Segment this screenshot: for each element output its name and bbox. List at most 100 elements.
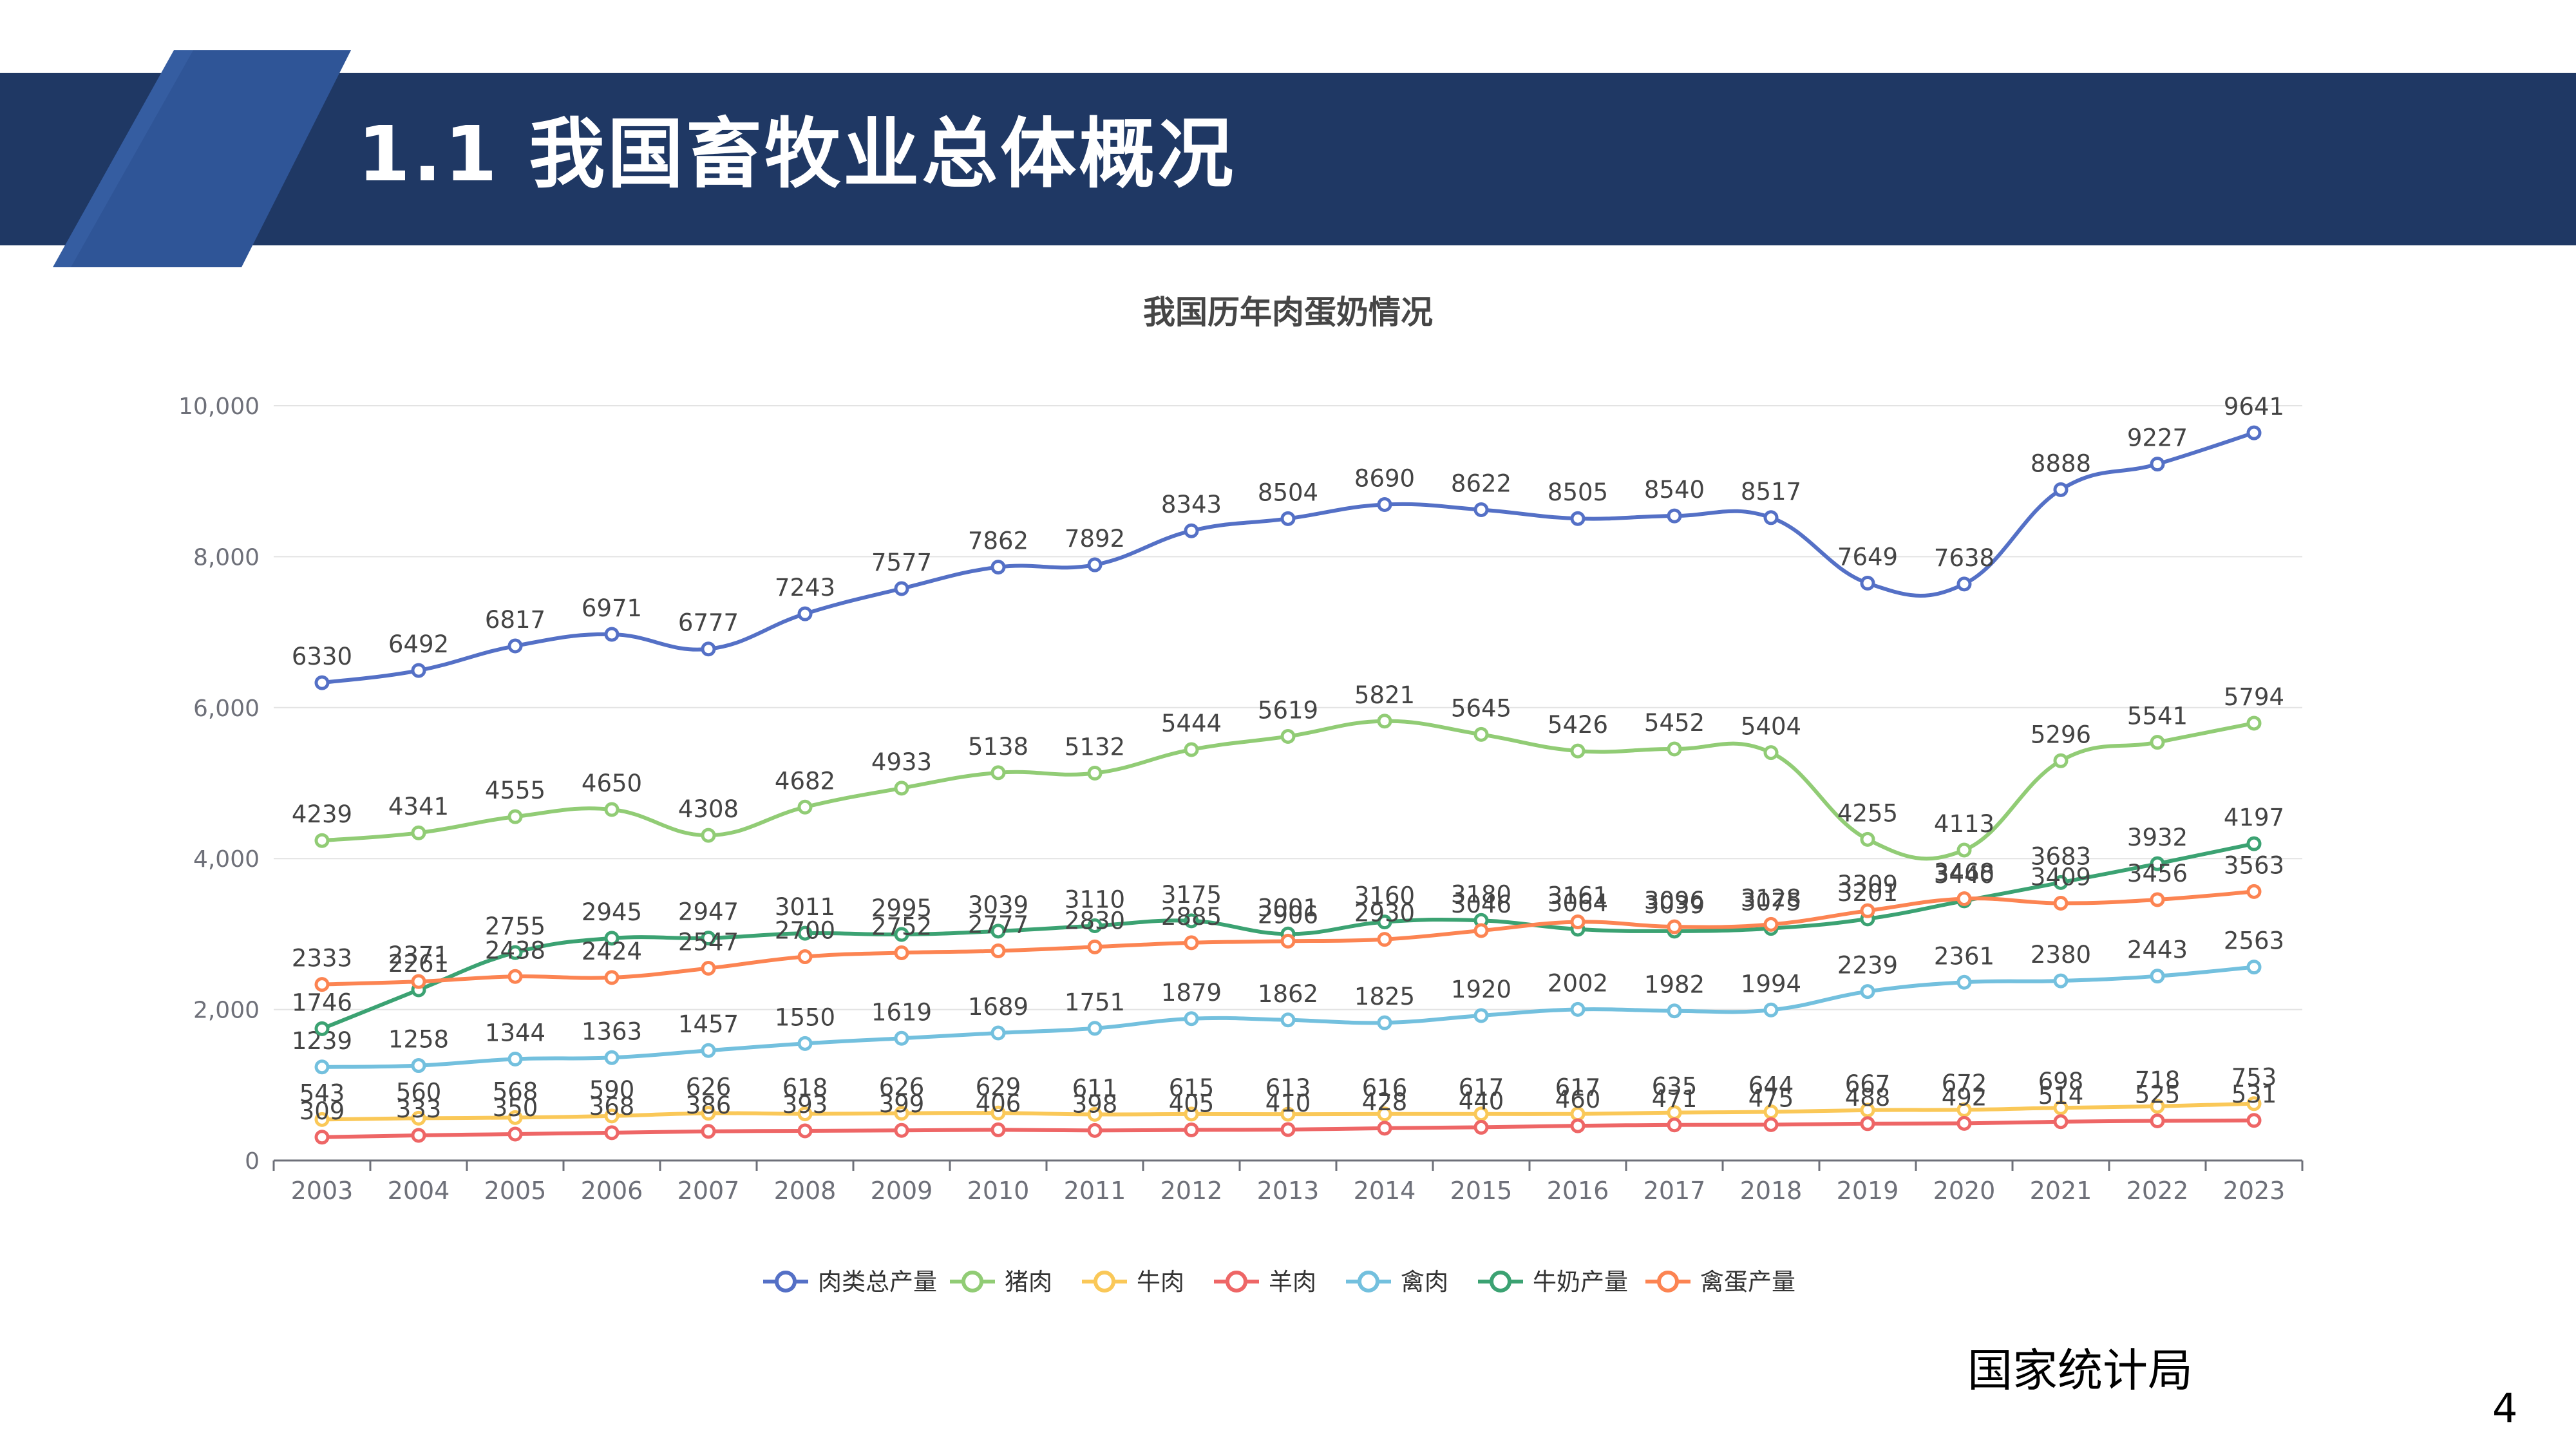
- data-label: 333: [396, 1095, 442, 1123]
- data-label: 4933: [871, 748, 932, 776]
- page-title: 1.1 我国畜牧业总体概况: [357, 109, 1236, 198]
- data-label: 2755: [485, 913, 545, 940]
- data-point: [894, 927, 909, 942]
- data-point: [1473, 726, 1489, 742]
- data-point: [2150, 969, 2165, 984]
- data-label: 4255: [1837, 799, 1898, 827]
- data-label: 3128: [1741, 884, 1801, 912]
- x-tick-label: 2017: [1643, 1177, 1706, 1205]
- data-point: [604, 1125, 620, 1141]
- data-label: 471: [1652, 1085, 1698, 1113]
- data-point: [797, 1106, 813, 1122]
- data-label: 3039: [968, 891, 1028, 919]
- data-point: [2150, 856, 2165, 871]
- data-point: [1087, 1021, 1103, 1036]
- legend-marker: [961, 1271, 983, 1293]
- data-point: [1570, 1001, 1586, 1017]
- data-point: [1087, 766, 1103, 781]
- x-tick-label: 2009: [871, 1177, 933, 1205]
- data-label: 3440: [1934, 861, 1994, 889]
- data-label: 2371: [388, 942, 449, 969]
- data-label: 1751: [1065, 989, 1125, 1016]
- data-point: [1087, 918, 1103, 934]
- data-label: 2438: [485, 936, 545, 964]
- data-label: 2885: [1161, 903, 1222, 931]
- data-point: [894, 581, 909, 596]
- data-label: 618: [782, 1074, 828, 1102]
- data-label: 2563: [2224, 927, 2284, 955]
- data-label: 4341: [388, 793, 449, 820]
- data-point: [701, 931, 716, 946]
- data-label: 3110: [1065, 886, 1125, 914]
- data-label: 8517: [1741, 478, 1801, 506]
- data-label: 8504: [1258, 478, 1318, 506]
- data-label: 560: [396, 1078, 442, 1106]
- data-point: [894, 1106, 909, 1121]
- data-label: 2443: [2127, 936, 2188, 964]
- data-point: [701, 960, 716, 976]
- data-point: [2246, 836, 2262, 851]
- data-point: [2150, 735, 2165, 750]
- data-label: 672: [1942, 1070, 1987, 1097]
- data-point: [314, 833, 330, 848]
- data-point: [1280, 511, 1296, 526]
- data-point: [1860, 831, 1875, 847]
- data-point: [701, 828, 716, 843]
- data-point: [1956, 576, 1972, 592]
- data-label: 7638: [1934, 544, 1994, 572]
- data-label: 2424: [582, 938, 642, 965]
- data-label: 2752: [871, 913, 932, 940]
- data-point: [2053, 973, 2069, 989]
- data-point: [314, 675, 330, 690]
- data-label: 8690: [1354, 465, 1415, 493]
- data-label: 590: [589, 1076, 635, 1104]
- data-point: [1667, 508, 1682, 524]
- data-label: 4113: [1934, 810, 1994, 838]
- data-point: [1667, 1003, 1682, 1019]
- data-point: [990, 560, 1006, 575]
- data-point: [797, 606, 813, 621]
- data-label: 611: [1072, 1074, 1118, 1102]
- data-point: [2246, 960, 2262, 975]
- data-label: 2930: [1354, 900, 1415, 927]
- data-point: [507, 945, 523, 960]
- legend-label: 羊肉: [1269, 1268, 1316, 1296]
- data-label: 1746: [292, 989, 352, 1016]
- data-point: [1570, 743, 1586, 759]
- data-point: [1667, 741, 1682, 757]
- data-point: [2053, 1114, 2069, 1130]
- data-point: [1956, 1115, 1972, 1131]
- data-point: [604, 970, 620, 985]
- series-line: [321, 719, 2255, 861]
- data-point: [1860, 576, 1875, 591]
- x-tick-label: 2013: [1257, 1177, 1320, 1205]
- data-point: [507, 1110, 523, 1125]
- data-label: 2002: [1548, 969, 1608, 997]
- data-label: 3161: [1548, 882, 1608, 910]
- data-point: [990, 943, 1006, 959]
- data-label: 3932: [2127, 824, 2188, 851]
- data-label: 1457: [678, 1010, 739, 1038]
- x-tick-label: 2023: [2223, 1177, 2286, 1205]
- data-point: [1377, 1121, 1392, 1136]
- data-label: 393: [782, 1091, 828, 1119]
- x-tick-label: 2020: [1933, 1177, 1996, 1205]
- data-point: [1763, 1117, 1779, 1132]
- data-point: [1473, 1106, 1489, 1122]
- data-point: [1860, 1116, 1875, 1132]
- data-label: 3563: [2224, 851, 2284, 879]
- data-label: 1550: [775, 1003, 835, 1031]
- data-label: 8622: [1451, 470, 1511, 498]
- data-point: [2150, 1113, 2165, 1128]
- data-point: [1763, 745, 1779, 761]
- data-label: 2261: [388, 950, 449, 978]
- data-point: [1280, 1122, 1296, 1137]
- x-tick-label: 2010: [967, 1177, 1030, 1205]
- data-point: [604, 627, 620, 642]
- data-label: 9641: [2224, 393, 2284, 421]
- data-label: 7862: [968, 527, 1028, 555]
- data-point: [411, 1110, 426, 1126]
- data-label: 1879: [1161, 979, 1222, 1007]
- data-point: [2053, 875, 2069, 890]
